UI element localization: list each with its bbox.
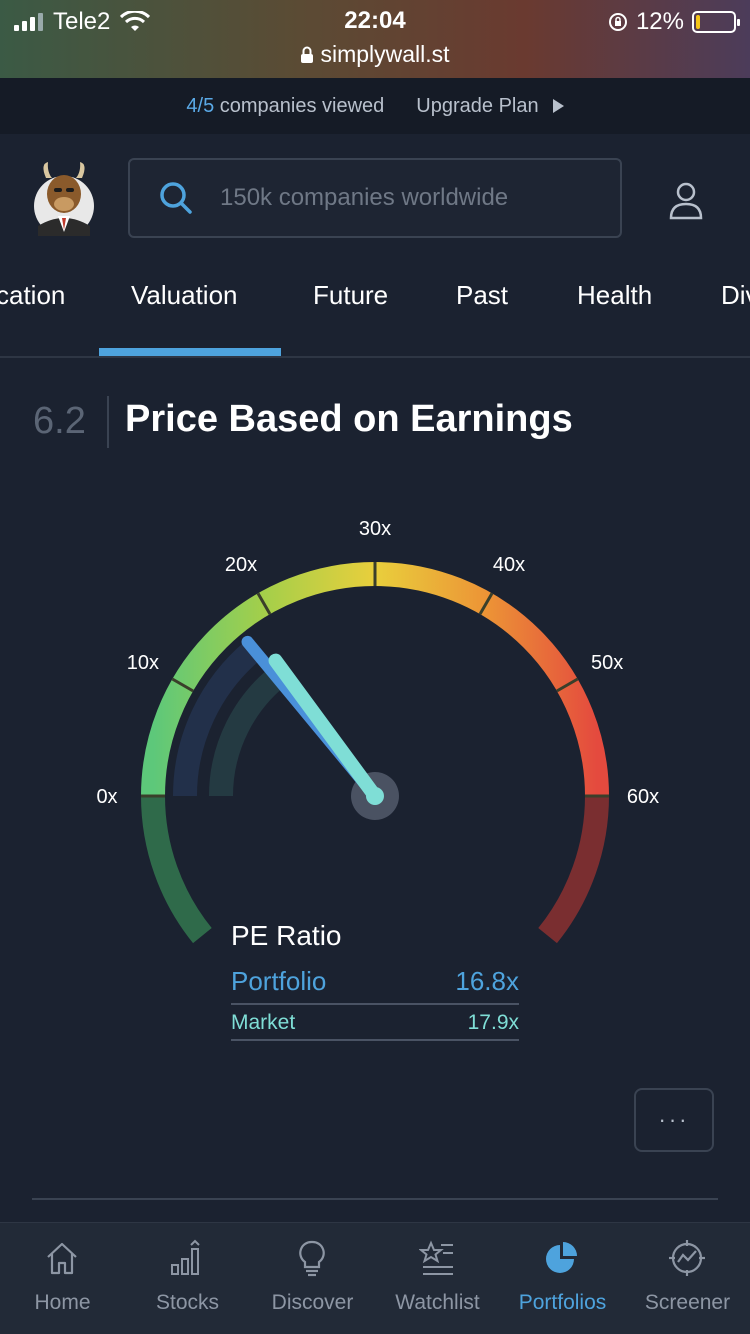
nav-screener[interactable]: Screener (625, 1223, 750, 1334)
gauge-tick (478, 592, 494, 615)
carrier-name: Tele2 (53, 8, 111, 35)
watchlist-icon (419, 1240, 453, 1275)
rotation-lock-icon (608, 13, 627, 31)
battery-percent: 12% (635, 8, 684, 35)
gauge-tick-label: 10x (127, 652, 159, 674)
gauge-high-extension (538, 795, 609, 944)
nav-discover[interactable]: Discover (250, 1223, 375, 1334)
upgrade-banner: 4/5 companies viewed Upgrade Plan (0, 78, 750, 134)
pe-portfolio-row: Portfolio 16.8x (231, 966, 519, 1005)
nav-watchlist-label: Watchlist (395, 1291, 480, 1314)
viewed-label: companies viewed (219, 94, 385, 117)
nav-home-label: Home (34, 1291, 91, 1314)
gauge-tick (171, 677, 194, 693)
battery-icon (692, 11, 740, 33)
tab-valuation[interactable]: Valuation (131, 280, 238, 310)
gauge-tick-label: 30x (359, 518, 391, 540)
lock-icon (301, 46, 314, 63)
battery-info: 12% (608, 8, 740, 36)
market-value-arc (209, 662, 292, 797)
gauge-tick-label: 50x (591, 652, 623, 674)
tab-health[interactable]: Health (577, 280, 653, 310)
tab-dividend[interactable]: Div (721, 280, 750, 310)
section-tabs: cation Valuation Future Past Health Div (0, 262, 750, 358)
upgrade-plan-label: Upgrade Plan (416, 94, 539, 117)
gauge-tick-label: 20x (225, 554, 257, 576)
clock: 22:04 (344, 7, 406, 34)
gauge-tick (256, 592, 272, 615)
nav-stocks[interactable]: Stocks (125, 1223, 250, 1334)
nav-portfolios[interactable]: Portfolios (500, 1223, 625, 1334)
nav-screener-label: Screener (644, 1291, 731, 1314)
gauge-low-extension (141, 795, 212, 944)
pie-chart-icon (546, 1242, 577, 1273)
section-divider-line (32, 1198, 718, 1200)
portfolio-value-arc (173, 640, 262, 797)
nav-discover-label: Discover (271, 1291, 354, 1314)
gauge-tick-label: 0x (96, 786, 117, 808)
more-options-button[interactable]: ··· (634, 1088, 714, 1152)
gauge-hub-center (366, 787, 384, 805)
nav-watchlist[interactable]: Watchlist (375, 1223, 500, 1334)
gauge-tick-label: 40x (493, 554, 525, 576)
pe-market-row: Market 17.9x (231, 1005, 519, 1041)
search-box[interactable]: 150k companies worldwide (128, 158, 622, 238)
companies-viewed: 4/5 companies viewed (186, 95, 384, 118)
pe-portfolio-label: Portfolio (231, 966, 327, 996)
pe-gauge: 0x 10x 20x 30x 40x 50x 60x (96, 518, 659, 944)
stocks-icon (171, 1239, 200, 1275)
gauge-tick-label: 60x (627, 786, 659, 808)
gauge-tick (556, 677, 579, 693)
bull-logo[interactable] (32, 158, 96, 236)
carrier-info: Tele2 (14, 8, 151, 36)
pe-market-label: Market (231, 1011, 296, 1034)
url-bar[interactable]: simplywall.st (0, 41, 750, 68)
pe-ratio-panel: PE Ratio Portfolio 16.8x Market 17.9x (231, 920, 519, 1041)
home-icon (47, 1242, 77, 1275)
wifi-icon (120, 11, 151, 31)
section-title: Price Based on Earnings (125, 398, 573, 440)
nav-stocks-label: Stocks (155, 1291, 220, 1314)
active-tab-indicator (99, 348, 281, 356)
signal-icon (14, 13, 43, 31)
lightbulb-icon (299, 1240, 325, 1277)
play-arrow-icon (552, 99, 564, 113)
tab-future[interactable]: Future (313, 280, 389, 310)
nav-portfolios-label: Portfolios (518, 1291, 607, 1314)
section-number: 6.2 (33, 400, 86, 442)
section-divider (107, 396, 109, 448)
tab-education[interactable]: cation (0, 280, 66, 310)
viewed-count: 4/5 (186, 94, 215, 117)
pe-market-value: 17.9x (467, 1011, 519, 1034)
url-text: simplywall.st (320, 41, 450, 67)
market-needle (268, 653, 382, 803)
nav-home[interactable]: Home (0, 1223, 125, 1334)
search-input[interactable]: 150k companies worldwide (220, 184, 509, 211)
bottom-navigation: Home Stocks Discover Watchlist (0, 1222, 750, 1334)
pe-portfolio-value: 16.8x (455, 966, 519, 996)
upgrade-plan-link[interactable]: Upgrade Plan (416, 94, 564, 118)
tab-past[interactable]: Past (456, 280, 509, 310)
search-icon (160, 182, 192, 214)
pe-ratio-title: PE Ratio (231, 920, 342, 951)
screener-icon (669, 1240, 705, 1276)
user-icon[interactable] (668, 180, 704, 220)
status-bar: Tele2 22:04 simplywall.st 12% (0, 0, 750, 78)
